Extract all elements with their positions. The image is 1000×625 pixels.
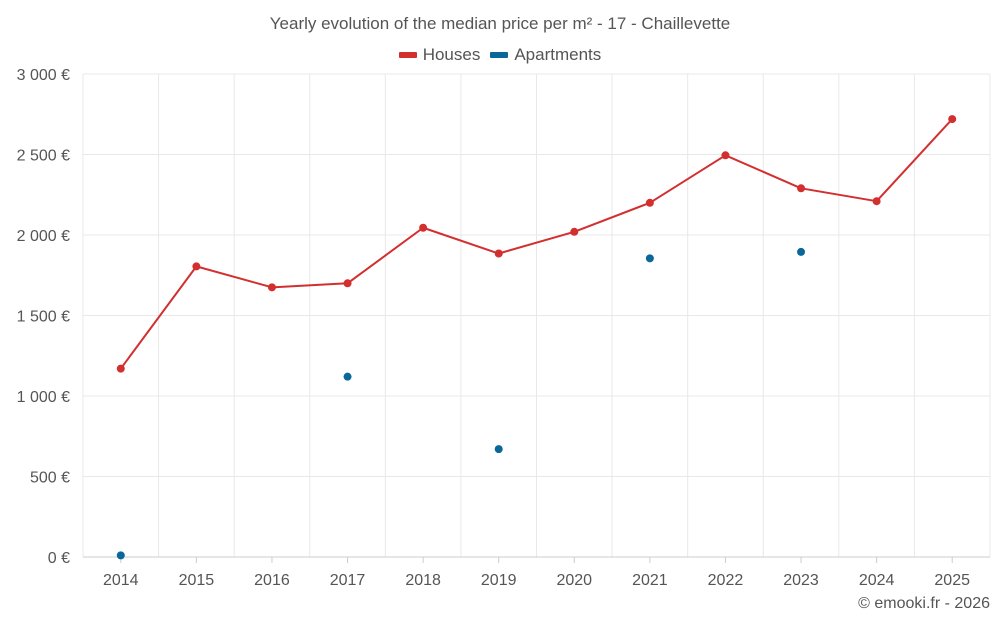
- data-point-houses: [872, 197, 881, 206]
- series: [116, 115, 957, 560]
- x-tick-label: 2020: [556, 572, 592, 589]
- legend-item-apartments[interactable]: Apartments: [490, 45, 601, 65]
- data-point-houses: [797, 184, 806, 193]
- legend-swatch-apartments: [490, 52, 509, 58]
- data-point-houses: [267, 283, 276, 292]
- y-tick-label: 2 500 €: [17, 148, 70, 165]
- data-point-houses: [116, 364, 125, 373]
- data-point-houses: [494, 249, 503, 258]
- x-tick-label: 2017: [330, 572, 366, 589]
- y-tick-label: 2 000 €: [17, 228, 70, 245]
- axes: 0 € 500 € 1 000 € 1 500 € 2 000 € 2 500 € 3 00…: [17, 67, 990, 589]
- x-tick-label: 2015: [179, 572, 215, 589]
- grid: [82, 73, 991, 557]
- x-tick-label: 2018: [405, 572, 441, 589]
- data-point-apartments: [116, 551, 125, 560]
- x-tick-label: 2014: [103, 572, 139, 589]
- data-point-houses: [645, 198, 654, 207]
- y-tick-label: 1 000 €: [17, 389, 70, 406]
- x-tick-label: 2024: [859, 572, 895, 589]
- data-point-apartments: [797, 247, 806, 256]
- x-tick-label: 2022: [708, 572, 744, 589]
- data-point-apartments: [645, 254, 654, 263]
- x-tick-label: 2021: [632, 572, 668, 589]
- x-tick-label: 2016: [254, 572, 290, 589]
- data-point-apartments: [343, 372, 352, 381]
- legend-label-apartments: Apartments: [514, 45, 602, 64]
- data-point-houses: [192, 262, 201, 271]
- y-tick-label: 1 500 €: [17, 309, 70, 326]
- x-tick-label: 2019: [481, 572, 517, 589]
- legend-item-houses[interactable]: Houses: [398, 45, 481, 65]
- credit-text: © emooki.fr - 2026: [858, 595, 990, 612]
- data-point-houses: [948, 115, 957, 124]
- y-tick-label: 500 €: [30, 470, 70, 487]
- legend-swatch-houses: [398, 52, 417, 58]
- data-point-houses: [721, 151, 730, 160]
- x-tick-label: 2025: [934, 572, 970, 589]
- legend: Houses Apartments: [0, 45, 1000, 65]
- data-point-apartments: [494, 445, 503, 454]
- series-line-houses: [119, 118, 953, 370]
- y-tick-label: 3 000 €: [17, 67, 70, 84]
- chart-title: Yearly evolution of the median price per…: [269, 14, 731, 33]
- x-tick-label: 2023: [783, 572, 819, 589]
- legend-label-houses: Houses: [422, 45, 481, 64]
- data-point-houses: [570, 227, 579, 236]
- data-point-houses: [343, 279, 352, 288]
- y-tick-label: 0 €: [48, 550, 70, 567]
- data-point-houses: [419, 223, 428, 232]
